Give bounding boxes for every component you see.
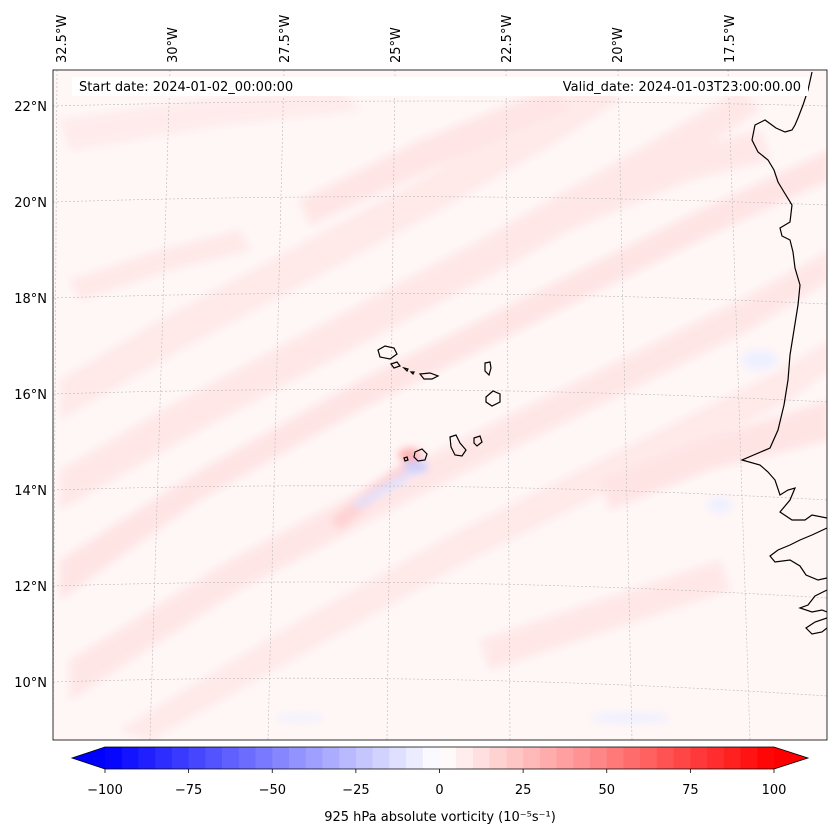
island-santiago [449, 434, 467, 457]
map-panel: Start date: 2024-01-02_00:00:00 Valid_da… [52, 69, 828, 741]
colorbar-cell [138, 747, 156, 769]
colorbar-cell [422, 747, 440, 769]
lon-label-25w: 25°W [389, 27, 404, 63]
lat-label-14n: 14°N [14, 484, 47, 499]
lon-label-22-5w: 22.5°W [500, 15, 515, 63]
lat-label-18n: 18°N [14, 292, 47, 307]
island-fogo [413, 448, 428, 462]
lat-label-10n: 10°N [14, 676, 47, 691]
colorbar-tick-label: 75 [682, 783, 699, 798]
lon-label-20w: 20°W [611, 27, 626, 63]
lon-label-32-5w: 32.5°W [55, 15, 70, 63]
colorbar-cell [322, 747, 340, 769]
island-maio [473, 435, 483, 447]
colorbar-tick-label: −100 [87, 783, 123, 798]
colorbar-cell [606, 747, 624, 769]
colorbar-tick-label: −75 [175, 783, 202, 798]
colorbar-cell [238, 747, 256, 769]
island-sao-nicolau [418, 372, 440, 380]
colorbar-cell [539, 747, 557, 769]
lon-label-17-5w: 17.5°W [723, 15, 738, 63]
colorbar-cell [406, 747, 424, 769]
colorbar-cell [272, 747, 290, 769]
colorbar-cell [623, 747, 641, 769]
colorbar-tick-label: −50 [259, 783, 286, 798]
colorbar-cell [171, 747, 190, 769]
colorbar-tick-label: 25 [515, 783, 532, 798]
lon-label-27-5w: 27.5°W [278, 15, 293, 63]
vorticity-field [60, 80, 827, 740]
colorbar-cell [506, 747, 524, 769]
colorbar-cell [590, 747, 608, 769]
colorbar-cells [105, 747, 775, 769]
colorbar-label: 925 hPa absolute vorticity (10⁻⁵s⁻¹) [324, 810, 556, 825]
island-santo-antao [377, 345, 398, 360]
colorbar-cell [740, 747, 758, 769]
lat-label-16n: 16°N [14, 388, 47, 403]
colorbar-tick-label: 0 [435, 783, 443, 798]
lat-label-20n: 20°N [14, 196, 47, 211]
colorbar-cell [255, 747, 273, 769]
colorbar: −100 −75 −50 −25 0 25 50 75 100 925 hPa … [70, 746, 810, 825]
colorbar-cell [472, 747, 491, 769]
latitude-labels: 22°N 20°N 18°N 16°N 14°N 12°N 10°N [14, 100, 47, 691]
colorbar-cell [640, 747, 658, 769]
colorbar-cell [523, 747, 541, 769]
colorbar-cell [456, 747, 474, 769]
colorbar-cell [355, 747, 373, 769]
longitude-labels: 32.5°W 30°W 27.5°W 25°W 22.5°W 20°W 17.5… [55, 15, 738, 63]
lat-label-22n: 22°N [14, 100, 47, 115]
island-sal [484, 361, 492, 377]
colorbar-cell [222, 747, 240, 769]
colorbar-ticks: −100 −75 −50 −25 0 25 50 75 100 [87, 769, 786, 798]
colorbar-cell [489, 747, 507, 769]
colorbar-cell [121, 747, 139, 769]
colorbar-cell [339, 747, 357, 769]
colorbar-cell [205, 747, 223, 769]
colorbar-max-extension [774, 747, 808, 769]
lon-label-30w: 30°W [166, 27, 181, 63]
colorbar-cell [573, 747, 591, 769]
colorbar-tick-label: −25 [342, 783, 369, 798]
colorbar-cell [757, 747, 775, 769]
colorbar-cell [439, 747, 457, 769]
colorbar-tick-label: 50 [599, 783, 616, 798]
colorbar-cell [556, 747, 574, 769]
colorbar-cell [389, 747, 407, 769]
colorbar-cell [372, 747, 390, 769]
colorbar-cell [305, 747, 323, 769]
start-date-label: Start date: 2024-01-02_00:00:00 [79, 80, 293, 95]
valid-date-label: Valid_date: 2024-01-03T23:00:00.00 [563, 80, 801, 95]
colorbar-cell [723, 747, 741, 769]
colorbar-cell [288, 747, 307, 769]
map-frame [52, 69, 828, 741]
colorbar-cell [707, 747, 725, 769]
island-brava [403, 456, 409, 462]
island-sao-vicente [390, 361, 401, 369]
colorbar-min-extension [72, 747, 105, 769]
coastline [377, 71, 827, 635]
colorbar-cell [656, 747, 675, 769]
colorbar-cell [155, 747, 173, 769]
colorbar-cell [673, 747, 691, 769]
colorbar-tick-label: 100 [762, 783, 787, 798]
island-boa-vista [485, 390, 501, 407]
lat-label-12n: 12°N [14, 580, 47, 595]
colorbar-cell [690, 747, 708, 769]
colorbar-cell [188, 747, 206, 769]
date-header-strip [72, 77, 808, 96]
colorbar-cell [105, 747, 123, 769]
